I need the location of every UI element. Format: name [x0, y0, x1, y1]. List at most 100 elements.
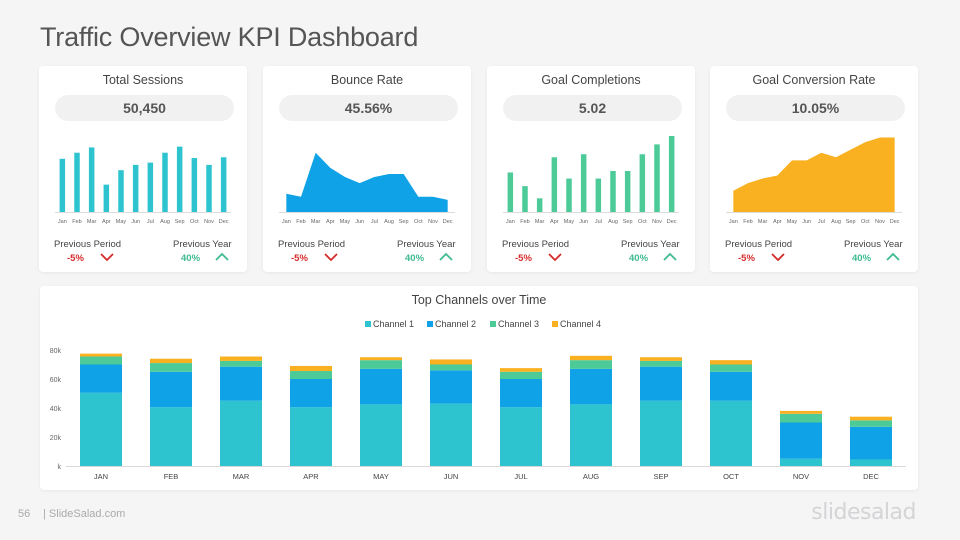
bar: [220, 157, 227, 212]
y-tick-label: 40k: [50, 406, 62, 413]
bar: [522, 186, 528, 212]
stacked-bar-segment: [500, 371, 542, 379]
bar: [206, 164, 212, 212]
bar: [580, 154, 587, 212]
x-tick-label: Mar: [87, 219, 97, 225]
x-tick-label: Jul: [371, 219, 378, 225]
x-tick-label: NOV: [793, 472, 809, 481]
kpi-card-title: Goal Completions: [541, 73, 641, 87]
previous-period-label: Previous Period: [725, 239, 793, 250]
legend-label: Channel 3: [498, 319, 539, 329]
stacked-bar-segment: [710, 360, 752, 365]
stacked-bar-segment: [360, 360, 402, 369]
x-tick-label: Feb: [72, 219, 81, 225]
mini-chart-bounce-rate: Jan Feb Mar Apr May Jun Jul Aug Sep Oct Nov Dec: [279, 152, 455, 225]
previous-period-label: Previous Period: [502, 239, 570, 250]
brand-logo: slidesalad: [811, 500, 916, 525]
x-tick-label: FEB: [164, 472, 179, 481]
mini-chart-total-sessions: Jan Feb Mar Apr May Jun Jul Aug Sep Oct Nov Dec: [55, 146, 231, 225]
x-tick-label: Jan: [506, 219, 515, 225]
x-tick-label: Dec: [667, 219, 677, 225]
mini-chart-goal-conversion-rate: Jan Feb Mar Apr May Jun Jul Aug Sep Oct Nov Dec: [726, 137, 902, 225]
previous-year-label: Previous Year: [844, 239, 903, 250]
stacked-bar-segment: [430, 370, 472, 404]
bar: [536, 198, 543, 212]
y-tick-label: k: [58, 464, 62, 471]
kpi-card-value: 45.56%: [279, 95, 458, 121]
x-tick-label: Jan: [282, 219, 291, 225]
top-channels-chart: Channel 1 Channel 2 Channel 3 Channel 4 k 20k…: [50, 319, 906, 481]
x-tick-label: Nov: [652, 219, 662, 225]
y-tick-label: 20k: [50, 435, 62, 442]
stacked-bar-segment: [570, 404, 612, 466]
bar: [191, 158, 198, 212]
chevron-up-icon: [663, 252, 677, 261]
bar: [566, 178, 572, 212]
bar: [668, 136, 675, 212]
stacked-bar-segment: [220, 360, 262, 367]
x-tick-label: May: [340, 219, 351, 225]
x-tick-label: Jan: [58, 219, 67, 225]
previous-year-label: Previous Year: [621, 239, 680, 250]
bar: [74, 152, 80, 212]
chevron-down-icon: [548, 253, 562, 262]
stacked-bar-segment: [80, 356, 122, 365]
x-tick-label: Aug: [384, 219, 394, 225]
previous-year-label: Previous Year: [173, 239, 232, 250]
stacked-bar-segment: [80, 353, 122, 357]
bar: [610, 170, 616, 212]
x-tick-label: Oct: [638, 219, 647, 225]
kpi-card-value: 50,450: [55, 95, 234, 121]
legend-swatch: [427, 321, 433, 327]
bar: [624, 170, 631, 212]
legend-swatch: [490, 321, 496, 327]
kpi-card-goal-completions: Goal Completions 5.02 Jan Feb Mar Apr May Jun…: [487, 66, 695, 272]
previous-period-label: Previous Period: [54, 239, 122, 250]
previous-period-label: Previous Period: [278, 239, 346, 250]
stacked-bar-segment: [780, 458, 822, 466]
stacked-bar-segment: [780, 410, 822, 414]
stacked-bar-segment: [570, 355, 612, 361]
kpi-card-title: Bounce Rate: [330, 73, 404, 87]
x-tick-label: Jun: [579, 219, 588, 225]
x-tick-label: Jun: [802, 219, 811, 225]
chevron-up-icon: [886, 252, 900, 261]
x-tick-label: Dec: [890, 219, 900, 225]
stacked-bar-segment: [290, 371, 332, 379]
page-title: Traffic Overview KPI Dashboard: [40, 22, 419, 52]
bar: [507, 172, 514, 212]
chevron-down-icon: [324, 253, 338, 262]
mini-chart-goal-completions: Jan Feb Mar Apr May Jun Jul Aug Sep Oct Nov Dec: [503, 136, 679, 225]
legend-label: Channel 4: [560, 319, 601, 329]
x-tick-label: Apr: [326, 219, 335, 225]
stacked-bar-segment: [850, 416, 892, 421]
stacked-bar-segment: [780, 413, 822, 423]
stacked-bar-segment: [640, 360, 682, 367]
y-tick-label: 60k: [50, 377, 62, 384]
x-tick-label: May: [116, 219, 127, 225]
kpi-card-goal-conversion-rate: Goal Conversion Rate 10.05% Jan Feb Mar Apr…: [710, 66, 918, 272]
stacked-bar-segment: [780, 422, 822, 459]
chart-title: Top Channels over Time: [411, 293, 547, 307]
stacked-bar-segment: [570, 360, 612, 369]
bar: [176, 146, 183, 212]
x-tick-label: MAR: [233, 472, 250, 481]
stacked-bar-segment: [850, 426, 892, 460]
bar: [132, 164, 139, 212]
x-tick-label: Jul: [147, 219, 154, 225]
area-series: [286, 152, 448, 212]
x-tick-label: Apr: [550, 219, 559, 225]
x-tick-label: Sep: [175, 219, 185, 225]
stacked-bar-segment: [290, 379, 332, 408]
x-tick-label: Nov: [204, 219, 214, 225]
stacked-bar-segment: [710, 400, 752, 466]
x-tick-label: Aug: [608, 219, 618, 225]
bar: [103, 184, 110, 212]
kpi-card-value: 5.02: [503, 95, 682, 121]
x-tick-label: Dec: [443, 219, 453, 225]
previous-year-value: 40%: [629, 253, 649, 264]
bar: [551, 157, 558, 212]
bar: [147, 162, 154, 212]
stacked-bar-segment: [710, 364, 752, 372]
x-tick-label: Nov: [875, 219, 885, 225]
